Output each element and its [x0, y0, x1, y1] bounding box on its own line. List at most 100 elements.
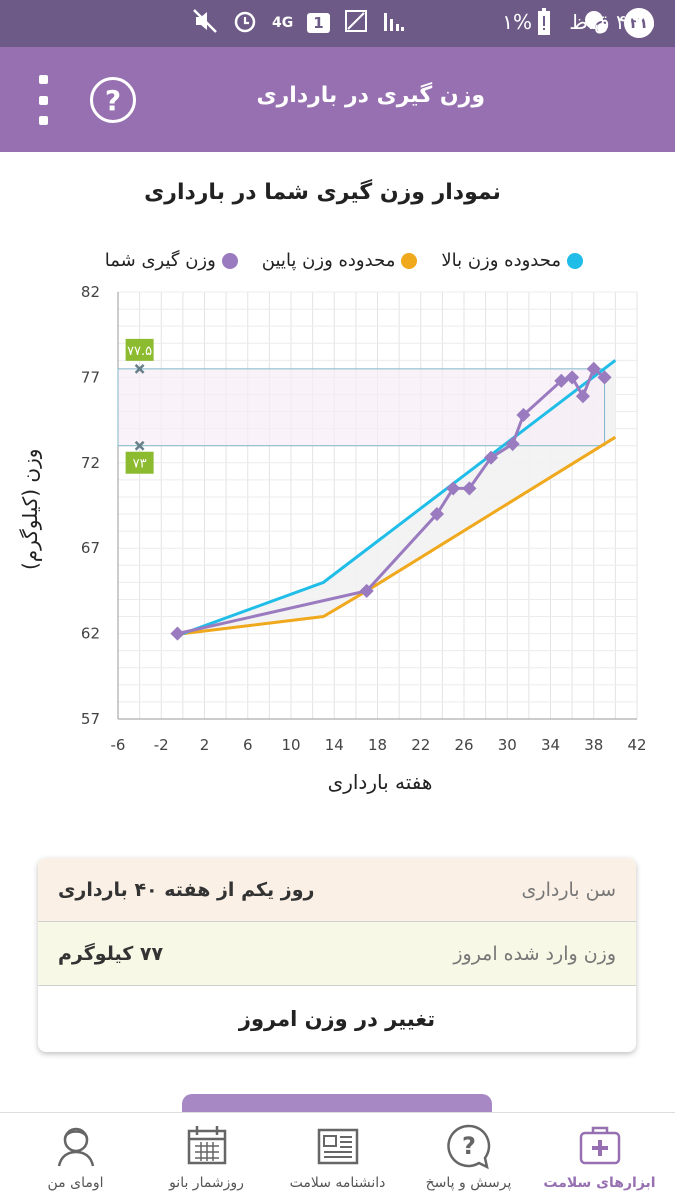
status-bar: ۲۱ 4G 1 ۱% ۴:۲۵ ق.ظ	[0, 0, 675, 47]
pregnancy-age-value: روز یکم از هفته ۴۰ بارداری	[58, 878, 315, 901]
range-low-label: ۷۳	[133, 457, 147, 472]
today-weight-row: وزن وارد شده امروز ۷۷ کیلوگرم	[38, 922, 636, 986]
data-point-yours	[554, 373, 569, 388]
x-tick-label: 18	[368, 736, 387, 754]
x-tick-label: -6	[111, 736, 126, 754]
range-marker	[134, 440, 145, 451]
nav-label-encyclopedia: دانشنامه سلامت	[289, 1175, 386, 1191]
pregnancy-age-row: سن بارداری روز یکم از هفته ۴۰ بارداری	[38, 858, 636, 922]
legend-dot-lower	[401, 252, 418, 269]
series-line-lower	[182, 435, 617, 636]
x-tick-label: 26	[454, 736, 473, 754]
alarm-icon	[232, 8, 258, 38]
signal-bars-icon	[382, 9, 406, 37]
data-point-yours	[597, 370, 612, 385]
data-point-yours	[483, 450, 499, 465]
data-point-yours	[516, 407, 531, 423]
data-point-yours	[565, 370, 580, 385]
bottom-navigation: ابزارهای سلامت ? پرسش و پاسخ دانشنامه سل…	[0, 1112, 675, 1200]
chart-title: نمودار وزن گیری شما در بارداری	[144, 180, 501, 205]
y-tick-label: 82	[81, 283, 100, 301]
status-left-icons: ۲۱	[582, 8, 654, 40]
pregnancy-age-label: سن بارداری	[521, 878, 616, 901]
network-type-text: 4G	[272, 15, 294, 31]
nav-label-calendar: روزشمار بانو	[169, 1175, 244, 1191]
x-tick-label: 38	[584, 736, 603, 754]
menu-dot	[38, 75, 48, 84]
x-tick-label: 30	[498, 736, 517, 754]
data-point-yours	[446, 481, 461, 496]
menu-dot	[38, 95, 48, 105]
app-header: ? وزن گیری در بارداری	[0, 47, 675, 152]
medical-kit-icon	[579, 1126, 620, 1165]
data-point-yours	[505, 436, 520, 452]
y-tick-label: 57	[81, 710, 100, 728]
mute-icon	[192, 8, 218, 38]
y-tick-label: 72	[81, 454, 100, 472]
data-point-yours	[429, 506, 445, 522]
legend-dot-yours	[221, 252, 238, 269]
today-weight-value: ۷۷ کیلوگرم	[58, 942, 164, 965]
help-button[interactable]: ?	[90, 77, 136, 123]
x-tick-label: 2	[200, 736, 210, 754]
data-point-yours	[575, 389, 591, 404]
question-bubble-icon: ?	[446, 1124, 490, 1170]
nav-item-calendar[interactable]: روزشمار بانو	[152, 1113, 262, 1200]
status-icons: 4G 1	[192, 8, 406, 38]
x-tick-label: 10	[281, 736, 300, 754]
range-badge	[125, 338, 154, 361]
page-title: وزن گیری در بارداری	[256, 83, 485, 108]
legend-label-yours: وزن گیری شما	[104, 250, 216, 271]
newspaper-icon	[317, 1128, 358, 1165]
clock-time: ۴:۲۵ ق.ظ	[569, 10, 655, 34]
battery-percent: ۱%	[502, 10, 532, 34]
weight-change-row: تغییر در وزن امروز	[38, 986, 636, 1052]
svg-text:?: ?	[462, 1132, 476, 1160]
x-tick-label: -2	[154, 736, 169, 754]
x-axis-label: هفته بارداری	[327, 770, 433, 794]
range-marker	[134, 363, 145, 374]
range-high-label: ۷۷.۵	[127, 344, 152, 359]
range-badge	[125, 451, 154, 474]
calendar-icon	[187, 1126, 226, 1165]
data-point-yours	[359, 583, 374, 598]
legend-label-upper: محدوده وزن بالا	[441, 250, 561, 271]
nav-item-health-tools[interactable]: ابزارهای سلامت	[543, 1113, 656, 1200]
profile-icon	[57, 1127, 94, 1167]
y-axis-label: وزن (کیلوگرم)	[18, 448, 42, 570]
x-tick-label: 22	[411, 736, 430, 754]
battery-low-icon	[536, 8, 552, 40]
legend-item-yours[interactable]: وزن گیری شما	[105, 250, 238, 271]
signal-icon	[344, 9, 368, 37]
data-point-yours	[462, 481, 477, 496]
weight-change-label: تغییر در وزن امروز	[238, 1007, 436, 1031]
info-card: سن بارداری روز یکم از هفته ۴۰ بارداری وز…	[38, 858, 636, 1052]
data-point-yours	[586, 361, 601, 376]
overflow-menu-button[interactable]	[36, 75, 50, 125]
nav-label-health-tools: ابزارهای سلامت	[543, 1175, 656, 1191]
today-weight-label: وزن وارد شده امروز	[453, 942, 616, 965]
nav-item-profile[interactable]: اومای من	[21, 1113, 131, 1200]
legend-item-lower[interactable]: محدوده وزن پایین	[262, 250, 418, 271]
y-tick-label: 77	[81, 368, 100, 386]
notification-settings-icon	[582, 8, 610, 40]
legend-dot-upper	[567, 252, 583, 269]
notification-count-badge: ۲۱	[624, 8, 654, 38]
menu-dot	[38, 116, 48, 125]
legend-label-lower: محدوده وزن پایین	[261, 250, 396, 271]
x-tick-label: 14	[325, 736, 344, 754]
nav-item-encyclopedia[interactable]: دانشنامه سلامت	[283, 1113, 393, 1200]
legend-item-upper[interactable]: محدوده وزن بالا	[441, 250, 583, 271]
y-tick-label: 67	[81, 539, 100, 557]
chart-legend: محدوده وزن بالا محدوده وزن پایین وزن گیر…	[105, 250, 583, 271]
x-tick-label: 6	[243, 736, 253, 754]
series-line-upper	[182, 359, 617, 636]
nav-label-qa: پرسش و پاسخ	[425, 1175, 512, 1191]
target-range-box	[117, 368, 606, 447]
nav-label-profile: اومای من	[47, 1175, 104, 1191]
y-tick-label: 62	[81, 625, 100, 643]
x-tick-label: 34	[541, 736, 560, 754]
nav-item-qa[interactable]: ? پرسش و پاسخ	[414, 1113, 524, 1200]
x-tick-label: 42	[627, 736, 646, 754]
